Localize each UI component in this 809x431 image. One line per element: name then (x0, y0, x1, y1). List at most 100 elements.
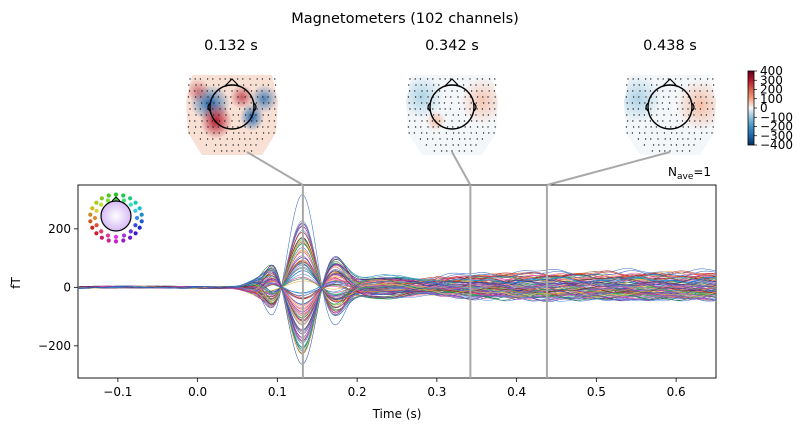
sensor-dot (699, 120, 701, 122)
x-tick-label: −0.1 (103, 385, 132, 399)
sensor-dot (231, 138, 234, 140)
x-tick-label: 0.4 (507, 385, 526, 399)
sensor-dot (223, 102, 226, 104)
sensor-dot (457, 126, 459, 128)
legend-sensor-dot (121, 193, 126, 198)
sensor-dot (680, 78, 682, 80)
sensor-dot (415, 114, 417, 116)
sensor-dot (206, 90, 208, 92)
sensor-dot (220, 150, 223, 152)
sensor-dot (205, 114, 208, 116)
y-tick-label: 200 (48, 222, 71, 236)
sensor-dot (224, 78, 226, 80)
sensor-dot (694, 108, 696, 110)
sensor-dot (661, 102, 664, 104)
legend-sensor-dot (106, 238, 111, 243)
sensor-dot (211, 90, 214, 92)
sensor-dot (650, 138, 652, 140)
sensor-dot (476, 78, 478, 80)
sensor-dot (662, 90, 664, 92)
sensor-dot (218, 102, 220, 104)
sensor-dot (681, 150, 684, 152)
sensor-dot (244, 114, 247, 116)
sensor-dot (439, 138, 441, 140)
sensor-dot (488, 78, 491, 80)
sensor-dot (419, 108, 422, 110)
sensor-dot (237, 144, 240, 146)
sensor-dot (650, 108, 652, 110)
sensor-dot (481, 120, 483, 122)
sensor-dot (187, 126, 190, 128)
sensor-dot (200, 96, 202, 98)
sensor-dot (706, 78, 709, 80)
sensor-dot (462, 84, 465, 86)
sensor-dot (434, 144, 437, 146)
sensor-dot (200, 126, 202, 128)
legend-sensor-dot (94, 208, 99, 213)
sensor-dot (656, 84, 658, 86)
sensor-dot (627, 108, 629, 110)
sensor-dot (464, 144, 467, 146)
sensor-dot (268, 132, 270, 134)
sensor-dot (188, 84, 190, 86)
sensor-dot (693, 144, 695, 146)
sensor-dot (700, 84, 702, 86)
sensor-dot (694, 138, 696, 140)
sensor-dot (256, 78, 258, 80)
sensor-dot (238, 138, 241, 140)
colorbar-tick-label: −300 (760, 129, 793, 143)
sensor-dot (256, 96, 259, 98)
sensor-dot (451, 90, 453, 92)
sensor-dot (419, 138, 422, 140)
sensor-dot (193, 102, 196, 104)
sensor-dot (687, 78, 689, 80)
legend-sensor-dot (94, 231, 99, 236)
sensor-dot (675, 144, 678, 146)
sensor-dot (206, 102, 208, 104)
sensor-dot (426, 90, 428, 92)
sensor-dot (688, 150, 691, 152)
sensor-dot (249, 78, 251, 80)
sensor-dot (458, 108, 461, 110)
sensor-dot (655, 126, 658, 128)
sensor-dot (231, 120, 233, 122)
sensor-dot (694, 90, 696, 92)
sensor-dot (662, 108, 664, 110)
sensor-dot (657, 108, 659, 110)
sensor-dot (225, 132, 228, 134)
sensor-dot (706, 120, 708, 122)
sensor-dot (232, 126, 234, 128)
legend-sensor-dot (137, 225, 142, 230)
sensor-dot (407, 96, 410, 98)
sensor-dot (450, 96, 452, 98)
sensor-dot (482, 126, 484, 128)
sensor-dot (273, 90, 276, 92)
sensor-dot (268, 120, 270, 122)
sensor-dot (656, 132, 658, 134)
sensor-dot (432, 138, 434, 140)
sensor-dot (268, 78, 271, 80)
sensor-dot (274, 96, 276, 98)
sensor-dot (644, 138, 647, 140)
sensor-dot (426, 120, 428, 122)
sensor-dot (470, 114, 472, 116)
sensor-dot (262, 84, 264, 86)
sensor-dot (649, 120, 652, 122)
sensor-dot (439, 108, 441, 110)
sensor-dot (232, 114, 234, 116)
sensor-dot (476, 96, 479, 98)
sensor-dot (194, 96, 197, 98)
sensor-dot (470, 90, 473, 92)
sensor-dot (662, 96, 665, 98)
legend-sensor-dot (113, 192, 119, 197)
sensor-dot (445, 144, 447, 146)
sensor-dot (470, 132, 472, 134)
sensor-dot (694, 120, 696, 122)
sensor-dot (712, 126, 714, 128)
channel-trace (78, 240, 716, 307)
sensor-dot (481, 78, 484, 80)
sensor-dot (652, 144, 655, 146)
sensor-dot (433, 102, 435, 104)
sensor-dot (409, 78, 411, 80)
